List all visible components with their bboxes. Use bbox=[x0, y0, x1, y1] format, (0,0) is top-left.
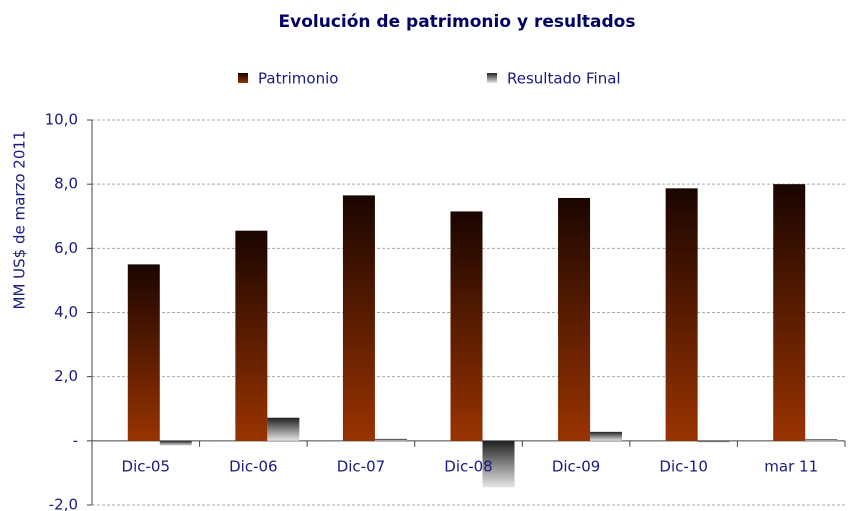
x-tick-label: Dic-06 bbox=[229, 457, 277, 475]
bar bbox=[450, 211, 483, 441]
bar bbox=[590, 431, 623, 441]
x-tick-label: mar 11 bbox=[764, 457, 818, 475]
legend-label: Resultado Final bbox=[507, 70, 621, 88]
bar bbox=[482, 440, 515, 488]
bar bbox=[342, 195, 375, 441]
x-tick-label: Dic-09 bbox=[552, 457, 600, 475]
y-tick-label: 8,0 bbox=[54, 175, 78, 193]
bar bbox=[374, 438, 407, 441]
x-tick-label: Dic-07 bbox=[337, 457, 385, 475]
y-axis-label: MM US$ de marzo 2011 bbox=[11, 131, 29, 310]
legend-swatch bbox=[487, 73, 497, 83]
legend-label: Patrimonio bbox=[258, 70, 338, 88]
chart-title: Evolución de patrimonio y resultados bbox=[279, 12, 636, 32]
bar bbox=[805, 439, 838, 441]
y-tick-label: 2,0 bbox=[54, 367, 78, 385]
bar bbox=[665, 188, 698, 441]
bar bbox=[773, 184, 806, 441]
legend-swatch bbox=[238, 73, 248, 83]
bar bbox=[697, 440, 730, 443]
bar bbox=[558, 197, 591, 441]
x-tick-label: Dic-08 bbox=[444, 457, 492, 475]
y-tick-label: -2,0 bbox=[49, 496, 78, 511]
x-tick-label: Dic-10 bbox=[659, 457, 707, 475]
bar bbox=[127, 264, 160, 441]
y-tick-label: 6,0 bbox=[54, 239, 78, 257]
bar bbox=[159, 440, 192, 446]
bar bbox=[267, 417, 300, 441]
y-tick-label: 10,0 bbox=[45, 111, 78, 129]
y-tick-label: 4,0 bbox=[54, 303, 78, 321]
bar bbox=[235, 230, 268, 441]
x-tick-label: Dic-05 bbox=[122, 457, 170, 475]
y-tick-label: - bbox=[73, 431, 78, 449]
